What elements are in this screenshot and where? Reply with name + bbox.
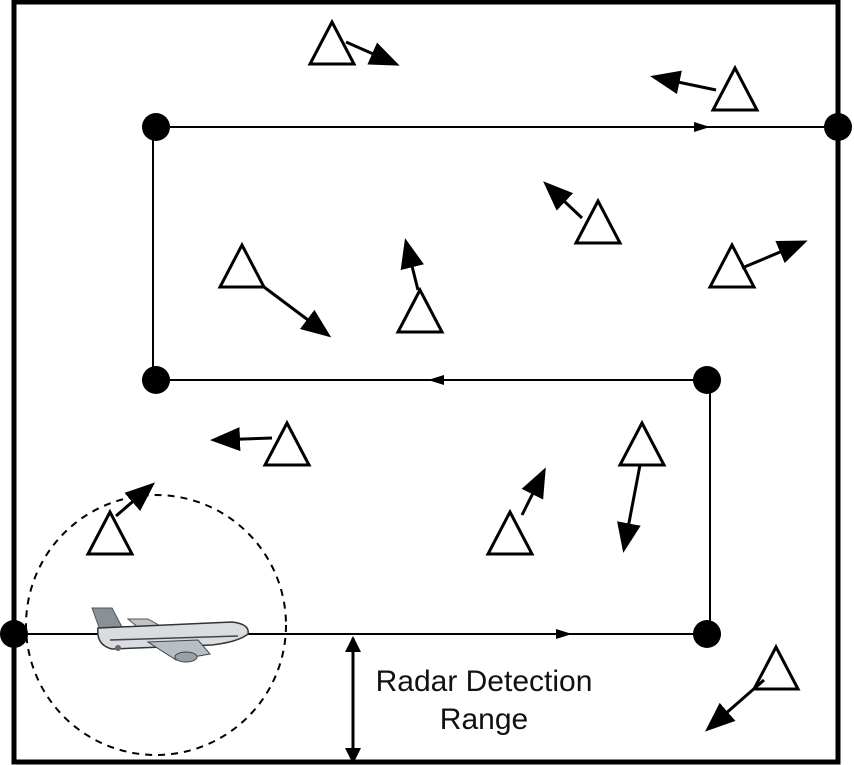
- heading-arrow-icon: [400, 238, 424, 291]
- heading-arrow-icon: [210, 427, 273, 452]
- aircraft-icon: [91, 607, 249, 663]
- radar-detection-circle: [25, 494, 287, 756]
- waypoint-dot-icon: [142, 366, 170, 394]
- heading-arrow-icon: [520, 467, 546, 516]
- waypoint-dot-icon: [824, 113, 852, 141]
- target-triangle-icon: [485, 508, 535, 556]
- heading-arrow-icon: [345, 40, 400, 66]
- heading-arrow-icon: [704, 678, 765, 732]
- radar-range-label-line2: Range: [439, 703, 529, 736]
- target-triangle-icon: [85, 508, 135, 556]
- waypoint-dot-icon: [0, 620, 28, 648]
- target-triangle-icon: [262, 419, 312, 467]
- radar-range-label-line1: Radar Detection: [375, 665, 593, 698]
- heading-arrow-icon: [543, 181, 584, 220]
- waypoints: [0, 113, 852, 648]
- heading-arrow-icon: [617, 464, 642, 553]
- target-triangle-icon: [395, 286, 445, 334]
- waypoint-dot-icon: [693, 620, 721, 648]
- waypoint-dot-icon: [142, 113, 170, 141]
- target-triangle-icon: [710, 64, 760, 112]
- targets: [85, 18, 801, 691]
- area-boundary: [11, 0, 841, 765]
- target-triangle-icon: [217, 241, 267, 289]
- flight-path: [14, 122, 838, 639]
- target-triangle-icon: [751, 643, 801, 691]
- heading-arrow-icon: [650, 70, 717, 95]
- target-triangle-icon: [307, 18, 357, 66]
- heading-arrow-icon: [741, 240, 808, 270]
- target-triangle-icon: [617, 419, 667, 467]
- heading-arrow-icon: [115, 482, 156, 518]
- waypoint-dot-icon: [693, 366, 721, 394]
- heading-arrow-icon: [263, 285, 332, 338]
- target-headings: [115, 40, 808, 732]
- target-triangle-icon: [573, 197, 623, 245]
